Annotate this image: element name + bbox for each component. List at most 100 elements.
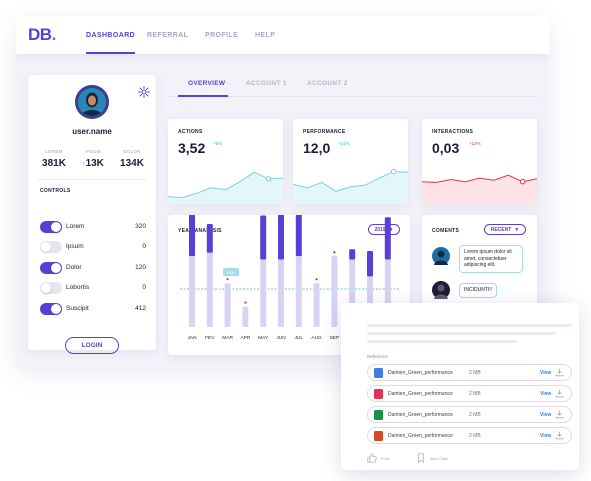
bar-primary xyxy=(278,215,284,260)
nav-referral[interactable]: REFERRAL xyxy=(147,31,189,39)
kpi-delta: +12% xyxy=(469,141,481,146)
toggle-knob xyxy=(51,263,61,273)
gear-icon[interactable] xyxy=(138,86,150,98)
sparkline-line xyxy=(168,171,283,199)
bar-secondary xyxy=(260,259,267,327)
year-analysis-title: YEAR ANALYSIS xyxy=(178,228,222,234)
bar-primary xyxy=(384,217,391,260)
doc-icon xyxy=(374,368,383,378)
sparkline-chart xyxy=(422,174,537,204)
stat-value: 381K xyxy=(42,158,66,169)
control-label: Dolor xyxy=(66,264,82,271)
year-label: 2019 xyxy=(374,226,386,233)
bar-secondary xyxy=(206,252,213,327)
bar-primary xyxy=(349,249,356,260)
bar-primary xyxy=(189,215,195,257)
nav-help[interactable]: HELP xyxy=(255,31,276,39)
view-link[interactable]: View xyxy=(540,412,552,418)
stat-ipsum: IPSUM ↑13K xyxy=(73,149,113,169)
kpi-title: INTERACTIONS xyxy=(432,129,474,135)
toggle-switch[interactable] xyxy=(40,282,62,294)
file-row[interactable]: Damien_Green_performance 2 MB View xyxy=(367,406,572,423)
top-navigation-bar: DB. DASHBOARD REFERRAL PROFILE HELP xyxy=(16,16,549,54)
divider xyxy=(38,179,146,180)
control-suscipit: Suscipit 412 xyxy=(40,303,146,315)
file-size: 2 MB xyxy=(469,412,481,418)
sparkline-chart xyxy=(293,168,408,204)
control-value: 0 xyxy=(142,284,146,291)
kpi-card-interactions[interactable]: INTERACTIONS 0,03 +12% xyxy=(422,119,537,204)
kpi-title: ACTIONS xyxy=(178,129,203,135)
control-label: Lobortis xyxy=(66,284,90,291)
commenter-avatar[interactable] xyxy=(432,247,450,265)
placeholder-line xyxy=(367,340,517,343)
kpi-card-actions[interactable]: ACTIONS 3,52 +5% xyxy=(168,119,283,204)
comment-text-line: INCIDUNTI!! xyxy=(464,287,493,293)
file-size: 2 MB xyxy=(469,391,481,397)
tab-overview[interactable]: OVERVIEW xyxy=(188,80,226,87)
download-icon[interactable] xyxy=(555,368,564,377)
avatar[interactable] xyxy=(75,85,109,119)
file-row[interactable]: Damien_Green_performance 2 MB View xyxy=(367,364,572,381)
control-dolor: Dolor 120 xyxy=(40,262,146,274)
trend-marker xyxy=(243,301,247,305)
active-tab-indicator xyxy=(178,95,228,97)
download-icon[interactable] xyxy=(555,410,564,419)
control-value: 320 xyxy=(135,223,146,230)
filter-label: RECENT xyxy=(490,226,512,233)
kpi-card-performance[interactable]: PERFORMANCE 12,0 +21% xyxy=(293,119,408,204)
toggle-switch[interactable] xyxy=(40,221,62,233)
view-link[interactable]: View xyxy=(540,370,552,376)
profi-button[interactable]: Profi xyxy=(367,453,389,463)
file-name: Damien_Green_performance xyxy=(388,412,453,418)
control-value: 412 xyxy=(135,305,146,312)
recent-filter-button[interactable]: RECENT ▼ xyxy=(484,224,526,235)
kpi-title: PERFORMANCE xyxy=(303,129,346,135)
sparkline-marker xyxy=(390,168,397,175)
trend-marker xyxy=(315,277,319,281)
best-chat-label: Best Chat xyxy=(430,455,448,461)
login-button[interactable]: LOGIN xyxy=(65,337,119,354)
control-label: Lorem xyxy=(66,223,85,230)
tab-account-2[interactable]: ACCOUNT 2 xyxy=(307,80,348,87)
view-link[interactable]: View xyxy=(540,391,552,397)
file-row[interactable]: Damien_Green_performance 2 MB View xyxy=(367,427,572,444)
sparkline-marker xyxy=(265,176,272,182)
commenter-avatar[interactable] xyxy=(432,281,450,299)
file-row[interactable]: Damien_Green_performance 2 MB View xyxy=(367,385,572,402)
stat-dolor: DOLOR 134K xyxy=(112,149,152,169)
sheet-icon xyxy=(374,410,383,420)
kpi-value: 12,0 xyxy=(303,140,331,156)
bar-secondary xyxy=(313,283,320,327)
toggle-knob xyxy=(51,222,61,232)
download-icon[interactable] xyxy=(555,389,564,398)
brand-logo[interactable]: DB. xyxy=(28,25,56,45)
nav-dashboard[interactable]: DASHBOARD xyxy=(86,16,136,54)
toggle-switch[interactable] xyxy=(40,303,62,315)
bar-secondary xyxy=(242,306,249,327)
comment-bubble[interactable]: Lorem ipsum dolor sit amet, consectetuer… xyxy=(459,245,523,273)
view-link[interactable]: View xyxy=(540,433,552,439)
year-selector[interactable]: 2019 ▼ xyxy=(368,224,400,235)
download-icon[interactable] xyxy=(555,431,564,440)
toggle-switch[interactable] xyxy=(40,262,62,274)
file-name: Damien_Green_performance xyxy=(388,391,453,397)
tab-account-1[interactable]: ACCOUNT 1 xyxy=(246,80,287,87)
reference-label: Reference xyxy=(367,354,388,359)
toggle-switch[interactable] xyxy=(40,241,62,253)
best-chat-button[interactable]: Best Chat xyxy=(416,453,448,463)
profile-card: user.name LOREM 381K IPSUM ↑13K DOLOR 13… xyxy=(28,75,156,354)
control-ipsum: Ipsum 0 xyxy=(40,241,146,253)
nav-profile[interactable]: PROFILE xyxy=(205,31,239,39)
username: user.name xyxy=(72,127,112,136)
bar-secondary xyxy=(295,256,302,327)
controls-title: CONTROLS xyxy=(40,188,71,194)
stat-lorem: LOREM 381K xyxy=(34,149,74,169)
tabs-underline xyxy=(168,96,538,97)
month-tick-label: MAY xyxy=(258,335,269,341)
sparkline-marker xyxy=(519,178,526,185)
bar-secondary xyxy=(278,259,284,327)
bar-secondary xyxy=(331,256,338,327)
comment-bubble[interactable]: INCIDUNTI!! xyxy=(459,283,498,298)
trend-marker xyxy=(332,250,336,254)
